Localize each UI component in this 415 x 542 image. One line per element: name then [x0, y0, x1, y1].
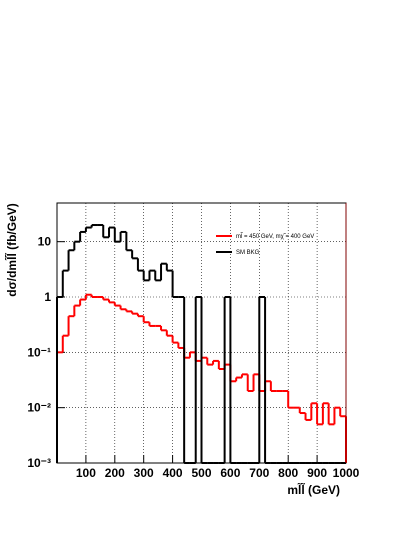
x-tick-label: 400	[163, 466, 183, 480]
y-tick-label: 10⁻²	[27, 401, 51, 415]
y-tick-label: 10	[38, 235, 52, 249]
x-tick-label: 300	[134, 466, 154, 480]
legend-label: ml̃ = 450 GeV, mχ̃ = 400 GeV	[236, 233, 314, 240]
x-tick-label: 1000	[333, 466, 360, 480]
y-axis-title: dσ/dml̃l̃ (fb/GeV)	[4, 203, 19, 297]
x-tick-label: 800	[278, 466, 298, 480]
x-axis-title: ml̃l̃ (GeV)	[287, 482, 340, 497]
x-tick-label: 100	[76, 466, 96, 480]
legend-label: SM BKG	[236, 250, 260, 256]
y-tick-label: 1	[44, 290, 51, 304]
x-tick-label: 500	[191, 466, 211, 480]
y-tick-label: 10⁻³	[27, 456, 51, 470]
x-tick-label: 700	[249, 466, 269, 480]
x-tick-label: 600	[220, 466, 240, 480]
x-tick-label: 900	[307, 466, 327, 480]
x-tick-label: 200	[105, 466, 125, 480]
y-tick-label: 10⁻¹	[27, 345, 51, 359]
